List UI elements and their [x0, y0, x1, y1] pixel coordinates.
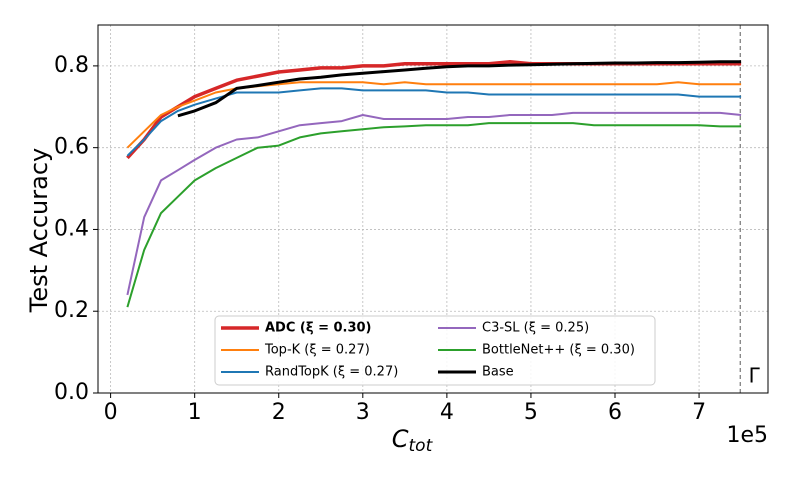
legend-label: Base [482, 365, 514, 380]
x-offset-label: 1e5 [726, 423, 768, 448]
annotation: Γ [749, 364, 761, 388]
x-tick-label: 5 [524, 400, 538, 425]
legend-label: BottleNet++ (ξ = 0.30) [482, 343, 635, 358]
x-tick-label: 3 [356, 400, 370, 425]
x-tick-label: 7 [692, 400, 706, 425]
legend-box [214, 315, 656, 386]
x-axis-label-sub: tot [409, 436, 434, 456]
y-tick-label: 0.0 [54, 380, 89, 405]
y-tick-label: 0.2 [54, 298, 89, 323]
series-line [126, 81, 742, 149]
x-tick-label: 4 [440, 400, 454, 425]
series-line [177, 60, 742, 118]
y-tick-label: 0.4 [54, 216, 89, 241]
legend-label: ADC (ξ = 0.30) [265, 321, 372, 336]
series-line [126, 87, 742, 157]
x-tick-label: 0 [104, 400, 118, 425]
series-line [126, 122, 742, 308]
y-tick-label: 0.6 [54, 135, 89, 160]
x-axis-label-main: C [392, 425, 409, 453]
plot-frame [97, 24, 769, 394]
x-tick-label: 2 [272, 400, 286, 425]
series-line [126, 60, 742, 160]
y-tick-label: 0.8 [54, 53, 89, 78]
legend-label: Top-K (ξ = 0.27) [264, 343, 370, 358]
series-line [126, 111, 742, 296]
y-axis-label: Test Accuracy [25, 148, 53, 313]
x-tick-label: 1 [188, 400, 202, 425]
x-tick-label: 6 [608, 400, 622, 425]
legend-label: C3-SL (ξ = 0.25) [482, 321, 589, 336]
legend-label: RandTopK (ξ = 0.27) [265, 365, 398, 380]
x-axis-label: Ctot [392, 425, 434, 456]
